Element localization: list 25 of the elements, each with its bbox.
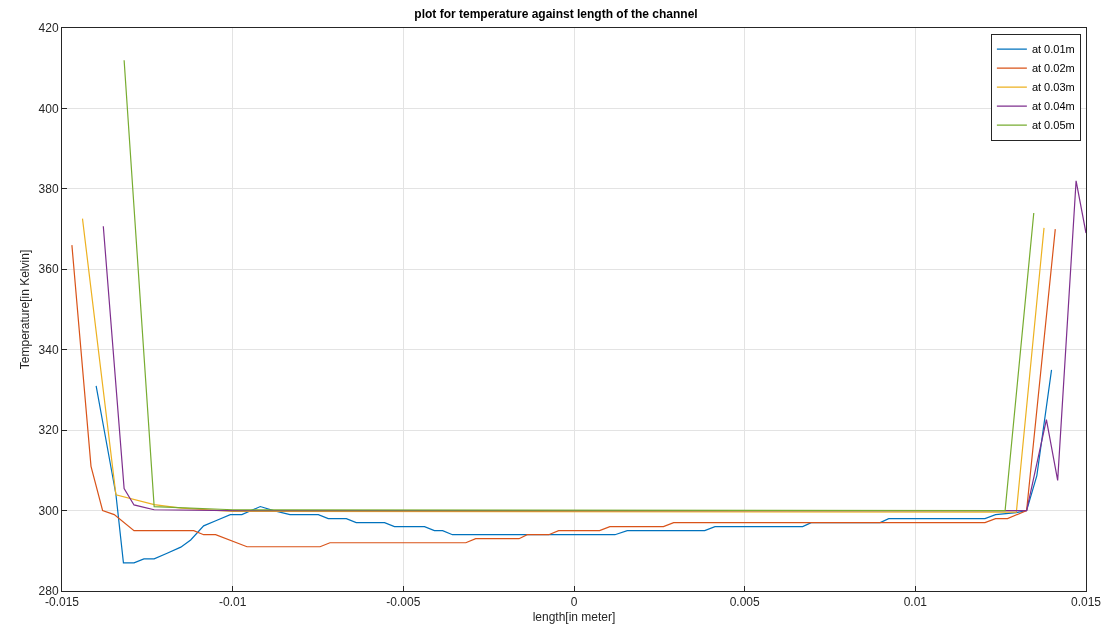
y-tick-label: 320: [38, 423, 59, 438]
x-tick-label: 0.005: [729, 595, 761, 610]
legend-label: at 0.03m: [1031, 81, 1075, 94]
x-tick-label: 0.015: [1070, 595, 1102, 610]
y-tick-label: 300: [38, 503, 59, 518]
x-tick-label: -0.01: [218, 595, 247, 610]
x-tick-label: 0.01: [903, 595, 928, 610]
line-series: [71, 228, 1056, 548]
y-tick-label: 340: [38, 342, 59, 357]
chart-title: plot for temperature against length of the channel: [414, 6, 698, 21]
line-series: [81, 218, 1045, 513]
y-axis-title: Temperature[in Kelvin]: [17, 249, 32, 370]
legend-label: at 0.02m: [1031, 62, 1075, 75]
legend-label: at 0.05m: [1031, 119, 1075, 132]
y-tick-label: 360: [38, 262, 59, 277]
y-tick-label: 380: [38, 182, 59, 197]
legend-label: at 0.04m: [1031, 100, 1075, 113]
x-tick-label: 0: [570, 595, 578, 610]
line-series: [95, 369, 1053, 564]
x-tick-label: -0.015: [44, 595, 80, 610]
y-tick-label: 420: [38, 21, 59, 36]
legend-label: at 0.01m: [1031, 43, 1075, 56]
y-tick-label: 400: [38, 101, 59, 116]
x-tick-label: -0.005: [386, 595, 421, 610]
x-axis-title: length[in meter]: [532, 610, 616, 625]
